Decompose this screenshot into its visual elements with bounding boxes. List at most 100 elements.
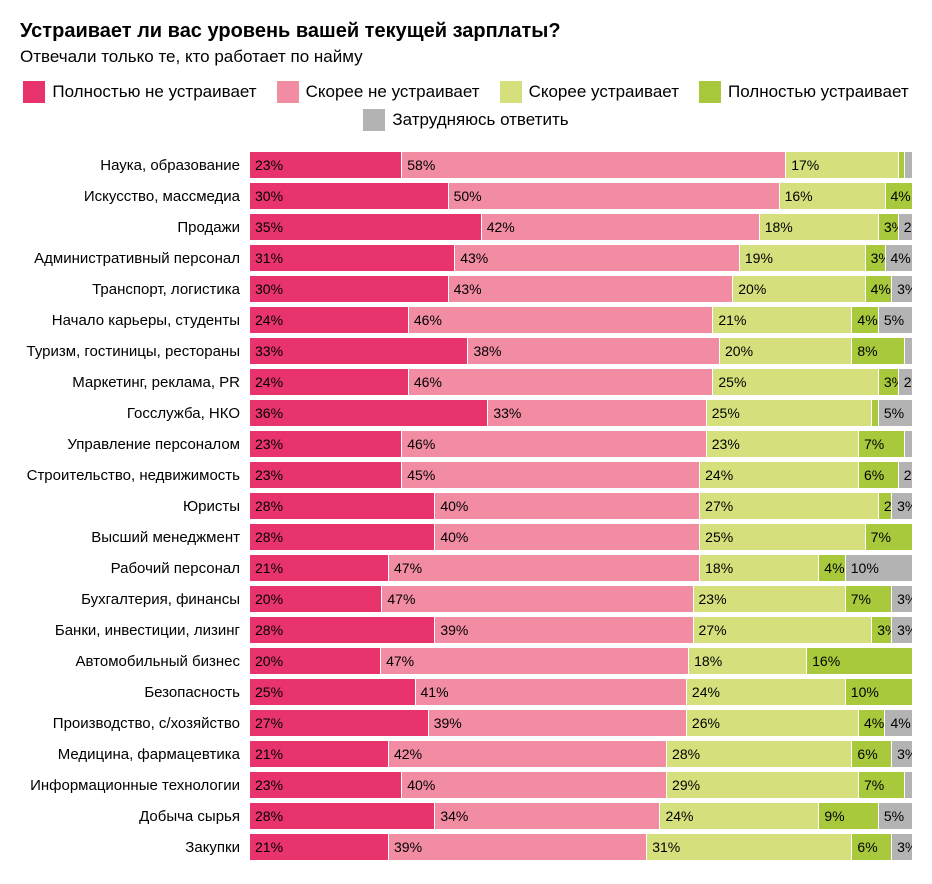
bar-segment bbox=[905, 431, 912, 457]
chart-row: Добыча сырья28%34%24%9%5% bbox=[20, 802, 912, 830]
bar-segment: 24% bbox=[250, 369, 409, 395]
row-label: Автомобильный бизнес bbox=[20, 653, 250, 670]
bar-segment: 6% bbox=[852, 741, 892, 767]
bar-segment: 47% bbox=[382, 586, 693, 612]
stacked-bar: 23%45%24%6%2% bbox=[250, 462, 912, 488]
row-label: Административный персонал bbox=[20, 250, 250, 267]
bar-segment: 58% bbox=[402, 152, 786, 178]
bar-segment: 21% bbox=[713, 307, 852, 333]
chart-row: Безопасность25%41%24%10% bbox=[20, 678, 912, 706]
legend-item-3: Полностью устраивает bbox=[699, 81, 909, 103]
bar-segment: 45% bbox=[402, 462, 700, 488]
bar-segment: 23% bbox=[250, 431, 402, 457]
bar-segment: 34% bbox=[435, 803, 660, 829]
bar-segment: 16% bbox=[780, 183, 886, 209]
bar-segment: 3% bbox=[879, 369, 899, 395]
bar-segment: 19% bbox=[740, 245, 866, 271]
bar-segment: 27% bbox=[694, 617, 873, 643]
stacked-bar: 30%43%20%4%3% bbox=[250, 276, 912, 302]
chart-row: Искусство, массмедиа30%50%16%4% bbox=[20, 182, 912, 210]
bar-segment: 23% bbox=[250, 152, 402, 178]
bar-segment: 3% bbox=[892, 617, 912, 643]
row-label: Транспорт, логистика bbox=[20, 281, 250, 298]
stacked-bar: 36%33%25%5% bbox=[250, 400, 912, 426]
row-label: Строительство, недвижимость bbox=[20, 467, 250, 484]
row-label: Информационные технологии bbox=[20, 777, 250, 794]
row-label: Бухгалтерия, финансы bbox=[20, 591, 250, 608]
bar-segment: 2% bbox=[899, 214, 912, 240]
bar-segment: 38% bbox=[468, 338, 720, 364]
row-label: Производство, с/хозяйство bbox=[20, 715, 250, 732]
bar-segment: 33% bbox=[250, 338, 468, 364]
bar-segment: 50% bbox=[449, 183, 780, 209]
bar-segment: 30% bbox=[250, 276, 449, 302]
bar-segment bbox=[872, 400, 879, 426]
bar-segment: 36% bbox=[250, 400, 488, 426]
stacked-bar: 21%39%31%6%3% bbox=[250, 834, 912, 860]
row-label: Добыча сырья bbox=[20, 808, 250, 825]
stacked-bar: 23%58%17% bbox=[250, 152, 912, 178]
bar-segment: 5% bbox=[879, 400, 912, 426]
bar-segment: 24% bbox=[687, 679, 846, 705]
bar-segment: 7% bbox=[859, 772, 905, 798]
bar-segment: 5% bbox=[879, 803, 912, 829]
bar-segment: 35% bbox=[250, 214, 482, 240]
bar-segment: 18% bbox=[760, 214, 879, 240]
chart-row: Юристы28%40%27%2%3% bbox=[20, 492, 912, 520]
bar-segment: 2% bbox=[899, 462, 912, 488]
stacked-bar: 27%39%26%4%4% bbox=[250, 710, 912, 736]
stacked-bar: 24%46%25%3%2% bbox=[250, 369, 912, 395]
chart-row: Закупки21%39%31%6%3% bbox=[20, 833, 912, 861]
legend-label: Полностью не устраивает bbox=[52, 82, 256, 102]
bar-segment: 46% bbox=[402, 431, 707, 457]
stacked-bar: 30%50%16%4% bbox=[250, 183, 912, 209]
chart-row: Транспорт, логистика30%43%20%4%3% bbox=[20, 275, 912, 303]
bar-segment: 21% bbox=[250, 555, 389, 581]
stacked-bar: 31%43%19%3%4% bbox=[250, 245, 912, 271]
bar-segment: 46% bbox=[409, 307, 714, 333]
bar-segment: 25% bbox=[707, 400, 873, 426]
row-label: Наука, образование bbox=[20, 157, 250, 174]
bar-segment: 29% bbox=[667, 772, 859, 798]
bar-segment bbox=[899, 152, 906, 178]
stacked-bar: 23%46%23%7% bbox=[250, 431, 912, 457]
row-label: Юристы bbox=[20, 498, 250, 515]
chart-title: Устраивает ли вас уровень вашей текущей … bbox=[20, 20, 912, 43]
legend-swatch bbox=[23, 81, 45, 103]
bar-segment: 20% bbox=[250, 648, 381, 674]
bar-segment: 25% bbox=[713, 369, 879, 395]
row-label: Банки, инвестиции, лизинг bbox=[20, 622, 250, 639]
bar-segment bbox=[905, 152, 912, 178]
row-label: Госслужба, НКО bbox=[20, 405, 250, 422]
bar-segment: 4% bbox=[885, 710, 911, 736]
bar-segment: 6% bbox=[852, 834, 892, 860]
bar-segment: 40% bbox=[435, 524, 700, 550]
bar-segment: 3% bbox=[866, 245, 886, 271]
bar-segment: 27% bbox=[250, 710, 429, 736]
bar-segment: 23% bbox=[250, 462, 402, 488]
bar-segment bbox=[905, 338, 912, 364]
bar-segment: 40% bbox=[402, 772, 667, 798]
bar-segment: 2% bbox=[879, 493, 892, 519]
chart-row: Рабочий персонал21%47%18%4%10% bbox=[20, 554, 912, 582]
bar-segment: 23% bbox=[707, 431, 859, 457]
row-label: Управление персоналом bbox=[20, 436, 250, 453]
bar-segment: 21% bbox=[250, 741, 389, 767]
stacked-bar: 21%47%18%4%10% bbox=[250, 555, 912, 581]
legend-label: Затрудняюсь ответить bbox=[392, 110, 568, 130]
row-label: Продажи bbox=[20, 219, 250, 236]
bar-segment: 43% bbox=[455, 245, 740, 271]
legend-item-2: Скорее устраивает bbox=[500, 81, 679, 103]
bar-segment: 43% bbox=[449, 276, 734, 302]
bar-segment: 41% bbox=[416, 679, 687, 705]
bar-segment: 28% bbox=[250, 617, 435, 643]
bar-segment: 47% bbox=[389, 555, 700, 581]
bar-segment: 40% bbox=[435, 493, 700, 519]
bar-segment: 4% bbox=[886, 183, 912, 209]
bar-segment: 42% bbox=[389, 741, 667, 767]
legend-swatch bbox=[363, 109, 385, 131]
chart-row: Высший менеджмент28%40%25%7% bbox=[20, 523, 912, 551]
bar-segment: 3% bbox=[892, 834, 912, 860]
chart-row: Строительство, недвижимость23%45%24%6%2% bbox=[20, 461, 912, 489]
chart-row: Административный персонал31%43%19%3%4% bbox=[20, 244, 912, 272]
